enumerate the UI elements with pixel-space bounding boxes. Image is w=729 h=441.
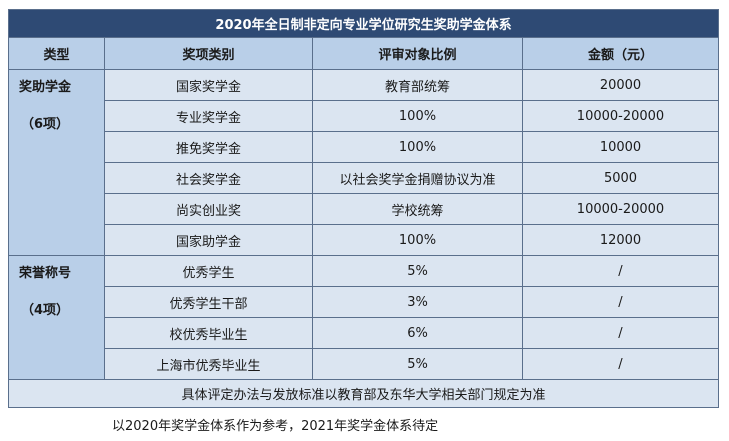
table-title: 2020年全日制非定向专业学位研究生奖助学金体系	[8, 9, 719, 38]
table-title-row: 2020年全日制非定向专业学位研究生奖助学金体系	[8, 9, 719, 38]
award-amount: /	[522, 348, 719, 380]
category-name: 荣誉称号	[19, 266, 72, 281]
table-row: 专业奖学金 100% 10000-20000	[9, 100, 719, 132]
award-amount: 10000-20000	[522, 100, 719, 132]
award-name: 国家奖学金	[104, 69, 313, 101]
award-name: 专业奖学金	[104, 100, 313, 132]
award-ratio: 5%	[312, 348, 523, 380]
header-award-category: 奖项类别	[104, 37, 313, 70]
table-footer-row: 具体评定办法与发放标准以教育部及东华大学相关部门规定为准	[8, 379, 719, 408]
award-name: 尚实创业奖	[104, 193, 313, 225]
award-ratio: 3%	[312, 286, 523, 318]
scholarship-table-frame: 2020年全日制非定向专业学位研究生奖助学金体系 类型 奖项类别 评审对象比例 …	[8, 9, 719, 408]
header-ratio: 评审对象比例	[312, 37, 523, 70]
table-row: 尚实创业奖 学校统筹 10000-20000	[9, 193, 719, 225]
award-amount: 20000	[522, 69, 719, 101]
award-ratio: 6%	[312, 317, 523, 349]
category-name: 奖助学金	[19, 80, 72, 95]
award-amount: /	[522, 286, 719, 318]
table-caption: 以2020年奖学金体系作为参考，2021年奖学金体系待定	[112, 419, 439, 434]
award-ratio: 100%	[312, 100, 523, 132]
table-footer-note: 具体评定办法与发放标准以教育部及东华大学相关部门规定为准	[8, 379, 719, 408]
scholarship-table: 2020年全日制非定向专业学位研究生奖助学金体系 类型 奖项类别 评审对象比例 …	[8, 9, 719, 408]
header-amount: 金额（元）	[522, 37, 719, 70]
table-row: 社会奖学金 以社会奖学金捐赠协议为准 5000	[9, 162, 719, 194]
table-row: 国家助学金 100% 12000	[9, 224, 719, 256]
table-row: 上海市优秀毕业生 5% /	[9, 348, 719, 380]
award-name: 优秀学生干部	[104, 286, 313, 318]
table-row: 奖助学金 （6项） 国家奖学金 教育部统筹 20000	[8, 69, 719, 256]
category-count: （6项）	[21, 117, 70, 132]
award-name: 国家助学金	[104, 224, 313, 256]
award-amount: 5000	[522, 162, 719, 194]
header-type: 类型	[8, 37, 105, 70]
award-amount: 10000	[522, 131, 719, 163]
table-row: 推免奖学金 100% 10000	[9, 131, 719, 163]
award-name: 推免奖学金	[104, 131, 313, 163]
table-header-row: 类型 奖项类别 评审对象比例 金额（元）	[8, 37, 719, 70]
award-name: 社会奖学金	[104, 162, 313, 194]
award-name: 上海市优秀毕业生	[104, 348, 313, 380]
award-amount: 12000	[522, 224, 719, 256]
category-count: （4项）	[21, 303, 70, 318]
table-row: 优秀学生干部 3% /	[9, 286, 719, 318]
award-ratio: 5%	[312, 255, 523, 287]
award-name: 校优秀毕业生	[104, 317, 313, 349]
award-ratio: 学校统筹	[312, 193, 523, 225]
award-amount: /	[522, 317, 719, 349]
award-ratio: 以社会奖学金捐赠协议为准	[312, 162, 523, 194]
award-amount: /	[522, 255, 719, 287]
table-row: 荣誉称号 （4项） 优秀学生 5% /	[8, 255, 719, 380]
award-amount: 10000-20000	[522, 193, 719, 225]
award-ratio: 教育部统筹	[312, 69, 523, 101]
award-ratio: 100%	[312, 131, 523, 163]
table-row: 校优秀毕业生 6% /	[9, 317, 719, 349]
category-cell-scholarship: 奖助学金 （6项）	[8, 69, 105, 256]
award-ratio: 100%	[312, 224, 523, 256]
category-cell-honor-title: 荣誉称号 （4项）	[8, 255, 105, 380]
award-name: 优秀学生	[104, 255, 313, 287]
